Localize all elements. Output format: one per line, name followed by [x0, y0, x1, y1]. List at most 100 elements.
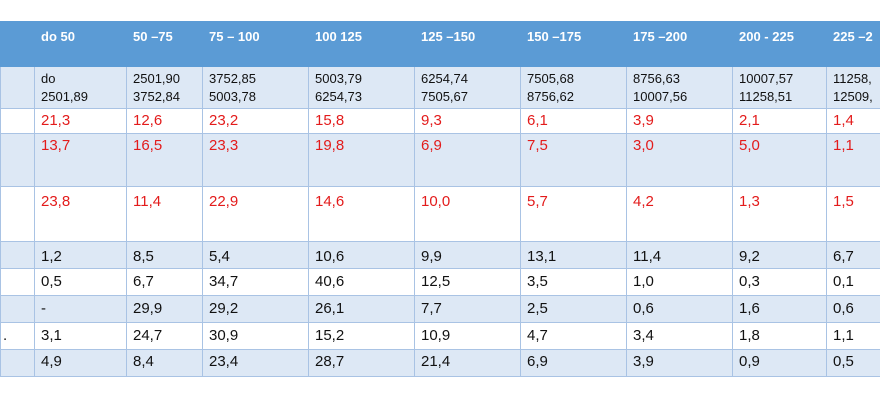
value-cell: 24,7 — [126, 322, 203, 350]
range-cell: 3752,85 5003,78 — [202, 66, 309, 109]
value-cell: 5,7 — [520, 186, 627, 242]
range-from: 6254,74 — [421, 71, 468, 86]
range-to: 11258,51 — [739, 89, 793, 104]
table-row: . 3,1 24,7 30,9 15,2 10,9 4,7 3,4 1,8 1,1 — [0, 322, 880, 350]
range-cell: 2501,90 3752,84 — [126, 66, 203, 109]
value-cell: 15,2 — [308, 322, 415, 350]
value-cell: 2,1 — [732, 108, 827, 134]
value-cell: 3,1 — [34, 322, 127, 350]
value-cell: 34,7 — [202, 268, 309, 296]
range-from: 3752,85 — [209, 71, 256, 86]
value-cell: 6,9 — [414, 133, 521, 187]
value-cell: 1,8 — [732, 322, 827, 350]
value-cell: 14,6 — [308, 186, 415, 242]
range-from: 5003,79 — [315, 71, 362, 86]
value-cell: 12,6 — [126, 108, 203, 134]
range-from: 7505,68 — [527, 71, 574, 86]
range-to: 2501,89 — [41, 89, 88, 104]
value-cell: 6,7 — [126, 268, 203, 296]
value-cell: 13,1 — [520, 241, 627, 269]
value-cell: 0,6 — [626, 295, 733, 323]
value-cell: 21,3 — [34, 108, 127, 134]
value-cell: 10,6 — [308, 241, 415, 269]
value-cell: 3,9 — [626, 108, 733, 134]
value-cell: 9,3 — [414, 108, 521, 134]
value-cell: 8,5 — [126, 241, 203, 269]
range-cell: 5003,79 6254,73 — [308, 66, 415, 109]
header-cell: 150 –175 — [520, 21, 627, 67]
value-cell: 1,4 — [826, 108, 880, 134]
range-cell: do 2501,89 — [34, 66, 127, 109]
range-cell: 10007,57 11258,51 — [732, 66, 827, 109]
row-stub-cell: . — [0, 322, 35, 350]
header-cell: 175 –200 — [626, 21, 733, 67]
table-row: 1,2 8,5 5,4 10,6 9,9 13,1 11,4 9,2 6,7 — [0, 241, 880, 269]
value-cell: 10,0 — [414, 186, 521, 242]
row-stub-cell — [0, 349, 35, 377]
value-cell: 21,4 — [414, 349, 521, 377]
range-to: 10007,56 — [633, 89, 688, 104]
range-cell: 7505,68 8756,62 — [520, 66, 627, 109]
value-cell: 28,7 — [308, 349, 415, 377]
value-cell: 1,1 — [826, 322, 880, 350]
range-from: do — [41, 71, 56, 86]
header-cell: 200 - 225 — [732, 21, 827, 67]
value-cell: 11,4 — [126, 186, 203, 242]
header-cell: 125 –150 — [414, 21, 521, 67]
range-cell: 11258, 12509, — [826, 66, 880, 109]
value-cell: 5,0 — [732, 133, 827, 187]
value-cell: 23,2 — [202, 108, 309, 134]
range-row: do 2501,89 2501,90 3752,84 3752,85 5003,78 500… — [0, 66, 880, 109]
range-from: 8756,63 — [633, 71, 680, 86]
header-cell: 75 – 100 — [202, 21, 309, 67]
table-row: 0,5 6,7 34,7 40,6 12,5 3,5 1,0 0,3 0,1 — [0, 268, 880, 296]
value-cell: 0,6 — [826, 295, 880, 323]
value-cell: 4,2 — [626, 186, 733, 242]
value-cell: 9,2 — [732, 241, 827, 269]
income-distribution-table: do 50 50 –75 75 – 100 100 125 125 –150 150 –1… — [0, 21, 880, 377]
range-to: 3752,84 — [133, 89, 180, 104]
value-cell: 40,6 — [308, 268, 415, 296]
value-cell: 3,4 — [626, 322, 733, 350]
value-cell: 0,3 — [732, 268, 827, 296]
value-cell: 30,9 — [202, 322, 309, 350]
range-stub-cell — [0, 66, 35, 109]
value-cell: 5,4 — [202, 241, 309, 269]
value-cell: 12,5 — [414, 268, 521, 296]
value-cell: 7,7 — [414, 295, 521, 323]
value-cell: 1,6 — [732, 295, 827, 323]
table-row: 13,7 16,5 23,3 19,8 6,9 7,5 3,0 5,0 1,1 — [0, 133, 880, 187]
range-from: 11258, — [833, 71, 872, 86]
value-cell: 3,0 — [626, 133, 733, 187]
value-cell: 0,5 — [34, 268, 127, 296]
value-cell: 9,9 — [414, 241, 521, 269]
header-row: do 50 50 –75 75 – 100 100 125 125 –150 150 –1… — [0, 21, 880, 67]
value-cell: 29,2 — [202, 295, 309, 323]
row-stub-cell — [0, 241, 35, 269]
value-cell: 29,9 — [126, 295, 203, 323]
row-stub-cell — [0, 268, 35, 296]
table-row: -29,9 29,2 26,1 7,7 2,5 0,6 1,6 0,6 — [0, 295, 880, 323]
range-from: 2501,90 — [133, 71, 180, 86]
range-to: 5003,78 — [209, 89, 256, 104]
value-cell: 2,5 — [520, 295, 627, 323]
range-to: 6254,73 — [315, 89, 362, 104]
value-cell: 15,8 — [308, 108, 415, 134]
value-cell: 26,1 — [308, 295, 415, 323]
value-cell: 0,5 — [826, 349, 880, 377]
range-cell: 8756,63 10007,56 — [626, 66, 733, 109]
row-stub-cell — [0, 186, 35, 242]
table-row: 23,8 11,4 22,9 14,6 10,0 5,7 4,2 1,3 1,5 — [0, 186, 880, 242]
value-cell: 22,9 — [202, 186, 309, 242]
value-cell: 6,7 — [826, 241, 880, 269]
value-cell: 4,7 — [520, 322, 627, 350]
value-cell: 16,5 — [126, 133, 203, 187]
range-cell: 6254,74 7505,67 — [414, 66, 521, 109]
value-cell: 23,4 — [202, 349, 309, 377]
value-cell: 0,9 — [732, 349, 827, 377]
value-cell: 1,2 — [34, 241, 127, 269]
range-from: 10007,57 — [739, 71, 794, 86]
row-stub-cell — [0, 295, 35, 323]
table-row: 4,9 8,4 23,4 28,7 21,4 6,9 3,9 0,9 0,5 — [0, 349, 880, 377]
table-row: 21,3 12,6 23,2 15,8 9,3 6,1 3,9 2,1 1,4 — [0, 108, 880, 134]
